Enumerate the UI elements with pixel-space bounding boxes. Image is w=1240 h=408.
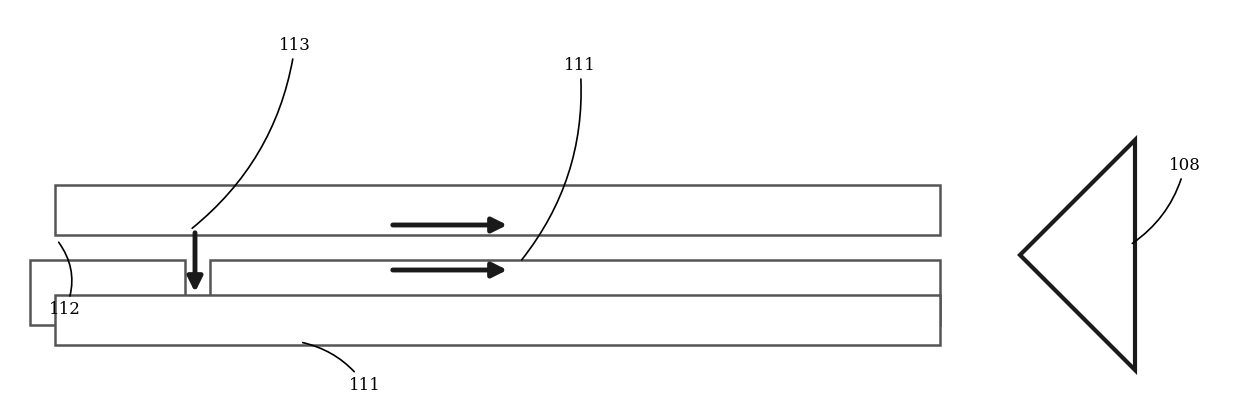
Text: 108: 108 bbox=[1132, 157, 1200, 244]
Bar bbox=[30, 260, 185, 325]
Bar bbox=[55, 185, 940, 235]
Text: 111: 111 bbox=[522, 56, 596, 260]
Bar bbox=[55, 295, 940, 345]
Text: 111: 111 bbox=[303, 343, 381, 393]
Bar bbox=[210, 260, 940, 325]
Text: 112: 112 bbox=[50, 242, 81, 319]
Text: 113: 113 bbox=[192, 36, 311, 228]
